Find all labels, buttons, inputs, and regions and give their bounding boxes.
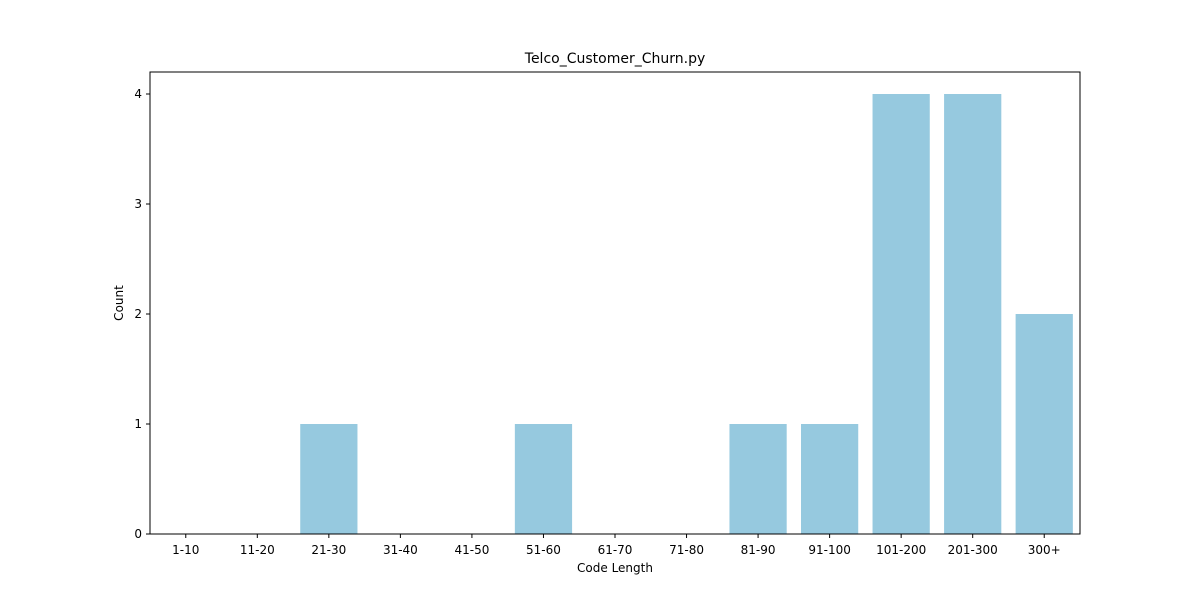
bar — [801, 424, 859, 534]
y-tick-label: 0 — [134, 527, 142, 541]
x-tick-label: 11-20 — [240, 543, 275, 557]
y-tick-label: 1 — [134, 417, 142, 431]
bar — [944, 94, 1002, 534]
x-tick-label: 300+ — [1028, 543, 1061, 557]
bars-group — [300, 94, 1073, 534]
bar — [300, 424, 358, 534]
x-tick-label: 81-90 — [741, 543, 776, 557]
y-tick-label: 4 — [134, 87, 142, 101]
x-tick-label: 201-300 — [948, 543, 998, 557]
x-tick-label: 41-50 — [454, 543, 489, 557]
x-tick-label: 31-40 — [383, 543, 418, 557]
plot-frame — [149, 71, 1081, 535]
x-tick-label: 101-200 — [876, 543, 926, 557]
bar — [872, 94, 930, 534]
chart-title: Telco_Customer_Churn.py — [524, 51, 705, 67]
x-tick-label: 91-100 — [808, 543, 851, 557]
x-axis-ticks: 1-10 11-20 21-30 31-40 41-50 51-60 61-70 71-80 8… — [172, 534, 1061, 557]
bar — [514, 424, 573, 534]
y-axis-ticks: 0 1 2 3 4 — [134, 87, 150, 541]
y-tick-label: 3 — [134, 197, 142, 211]
x-tick-label: 1-10 — [172, 543, 199, 557]
x-tick-label: 61-70 — [598, 543, 633, 557]
bar — [1015, 314, 1073, 534]
x-tick-label: 51-60 — [526, 543, 561, 557]
y-axis-label: Count — [112, 285, 126, 321]
x-axis-label: Code Length — [577, 561, 653, 575]
x-tick-label: 71-80 — [669, 543, 704, 557]
x-tick-label: 21-30 — [311, 543, 346, 557]
y-tick-label: 2 — [134, 307, 142, 321]
bar — [729, 424, 787, 534]
